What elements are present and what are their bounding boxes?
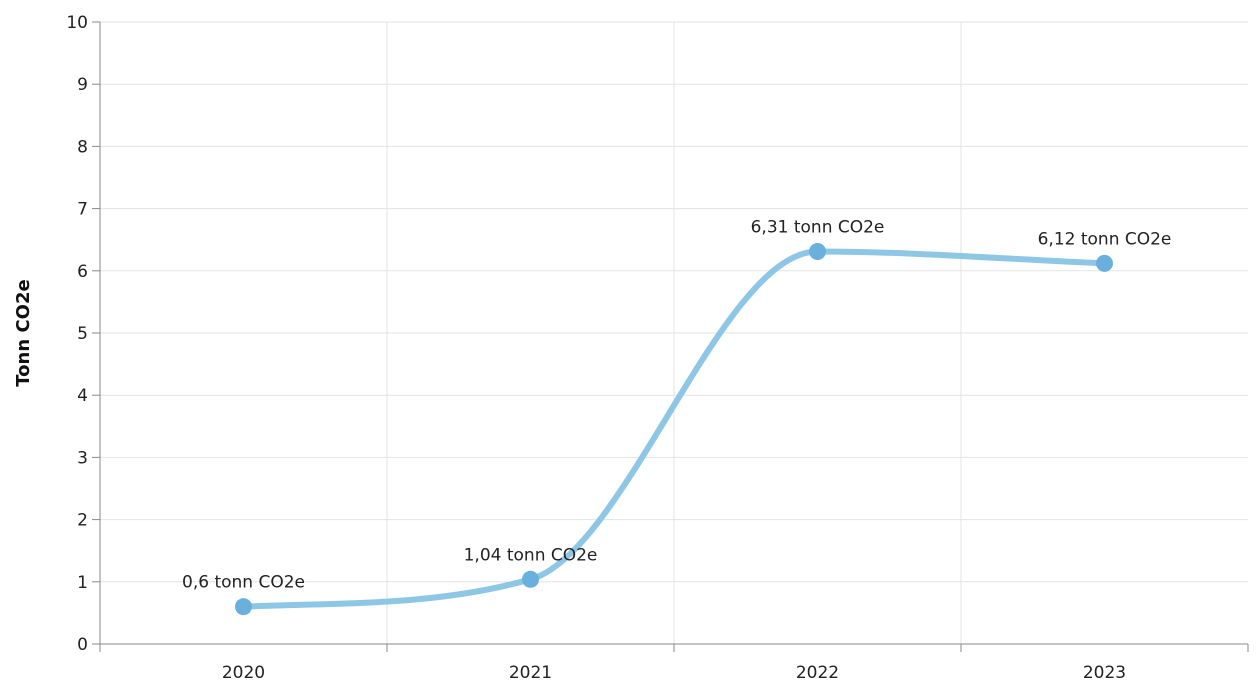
y-tick-labels: 0 1 2 3 4 5 6 7 8 9 10 — [66, 13, 88, 655]
y-tick-label: 3 — [77, 448, 88, 468]
y-tick-label: 0 — [77, 635, 88, 655]
y-tick-label: 2 — [77, 511, 88, 531]
data-point — [235, 598, 252, 616]
y-tick-label: 5 — [77, 324, 88, 344]
y-tick-label: 9 — [77, 75, 88, 95]
y-tick-label: 6 — [77, 262, 88, 282]
data-label: 0,6 tonn CO2e — [182, 573, 305, 593]
x-tick-label: 2021 — [509, 663, 552, 683]
x-tick-labels: 2020 2021 2022 2023 — [222, 663, 1126, 683]
x-tick-label: 2022 — [796, 663, 839, 683]
x-tick-label: 2020 — [222, 663, 265, 683]
data-label: 1,04 tonn CO2e — [464, 545, 598, 565]
y-tick-label: 4 — [77, 386, 88, 406]
y-tick-label: 1 — [77, 573, 88, 593]
series-group: 0,6 tonn CO2e 1,04 tonn CO2e 6,31 tonn CO2… — [182, 218, 1171, 616]
data-point — [522, 570, 539, 588]
grid-lines — [100, 21, 1248, 644]
y-tick-label: 8 — [77, 137, 88, 157]
data-label: 6,31 tonn CO2e — [751, 218, 885, 238]
y-tick-label: 7 — [77, 200, 88, 220]
x-tick-label: 2023 — [1083, 663, 1126, 683]
data-point — [809, 243, 826, 261]
axes — [92, 21, 1249, 652]
y-tick-label: 10 — [66, 13, 88, 33]
series-line — [240, 248, 1108, 610]
data-label: 6,12 tonn CO2e — [1038, 229, 1172, 249]
data-point — [1096, 254, 1113, 272]
y-axis-title: Tonn CO2e — [13, 279, 34, 386]
